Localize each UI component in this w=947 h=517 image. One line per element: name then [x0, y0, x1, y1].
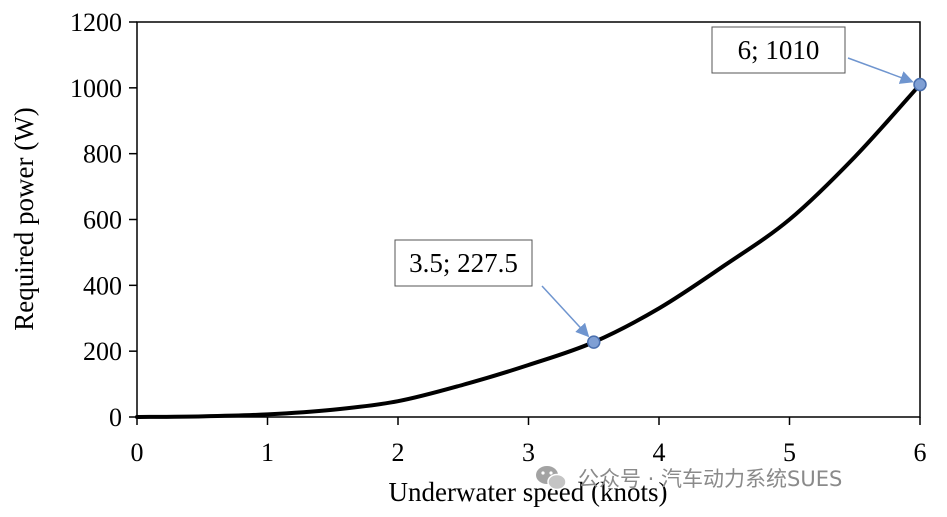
y-tick-label: 200	[83, 337, 122, 366]
y-tick-label: 1200	[70, 8, 122, 37]
x-tick-label: 0	[131, 438, 144, 467]
data-marker	[914, 79, 926, 91]
data-markers	[588, 79, 926, 349]
chart: 0 200 400 600 800 1000 1200 0 1 2 3 4 5 6 3.5; 227.5…	[0, 0, 947, 517]
annotations: 3.5; 227.5 6; 1010	[395, 27, 912, 336]
y-axis-ticks: 0 200 400 600 800 1000 1200	[70, 8, 137, 432]
x-tick-label: 3	[522, 438, 535, 467]
watermark-text: 公众号 · 汽车动力系统SUES	[578, 467, 842, 491]
watermark: 公众号 · 汽车动力系统SUES	[536, 466, 842, 491]
plot-area	[137, 22, 920, 417]
y-tick-label: 0	[109, 403, 122, 432]
x-tick-label: 2	[392, 438, 405, 467]
y-tick-label: 600	[83, 206, 122, 235]
y-axis-title: Required power (W)	[9, 107, 39, 330]
annotation-arrow	[542, 286, 588, 336]
x-tick-label: 6	[914, 438, 927, 467]
data-marker	[588, 336, 600, 348]
x-tick-label: 1	[261, 438, 274, 467]
x-tick-label: 4	[653, 438, 666, 467]
y-tick-label: 400	[83, 271, 122, 300]
annotation-label: 3.5; 227.5	[409, 248, 518, 278]
x-tick-label: 5	[783, 438, 796, 467]
y-tick-label: 1000	[70, 74, 122, 103]
x-axis-ticks: 0 1 2 3 4 5 6	[131, 417, 927, 467]
annotation-arrow	[848, 58, 912, 82]
y-tick-label: 800	[83, 140, 122, 169]
annotation-label: 6; 1010	[738, 35, 820, 65]
